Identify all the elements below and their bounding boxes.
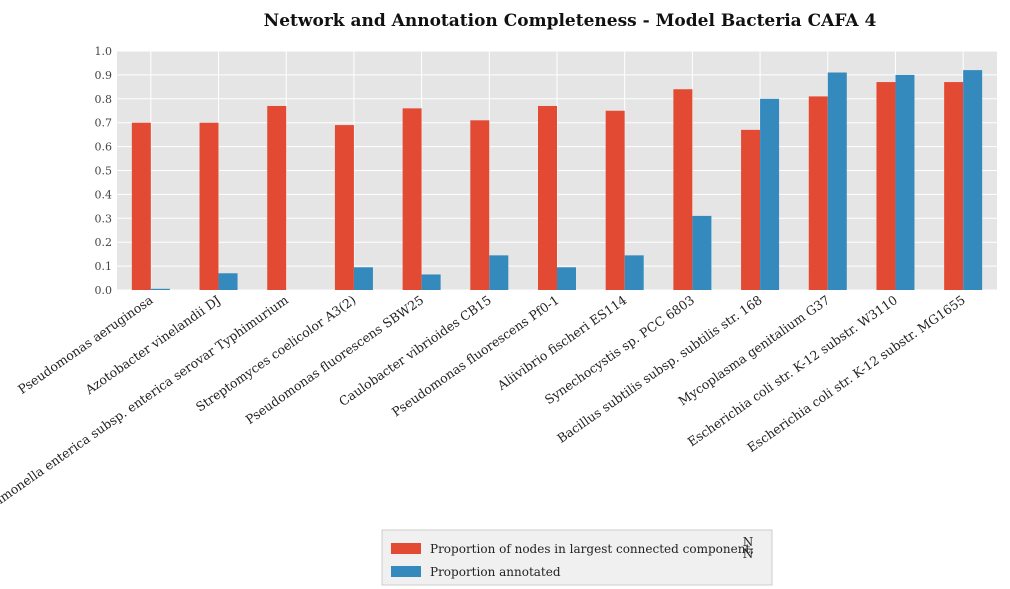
bar-annotated <box>489 255 509 290</box>
y-tick-label: 0.1 <box>95 260 113 273</box>
bar-annotated <box>760 98 780 290</box>
bar-connected-component <box>673 89 693 291</box>
bar-annotated <box>963 70 983 291</box>
bar-connected-component <box>944 82 964 290</box>
bar-annotated <box>624 255 644 290</box>
legend-fraction-denominator: N <box>743 547 754 561</box>
bar-annotated <box>827 72 847 290</box>
x-tick-label: Pseudomonas aeruginosa <box>15 292 156 397</box>
y-tick-label: 0.7 <box>95 117 113 130</box>
bars <box>131 70 983 291</box>
bar-annotated <box>421 274 441 290</box>
legend: Proportion of nodes in largest connected… <box>381 529 773 586</box>
bar-connected-component <box>267 105 287 290</box>
bar-annotated <box>150 288 170 290</box>
chart-title: Network and Annotation Completeness - Mo… <box>264 11 877 31</box>
legend-fraction-numerator: N <box>743 535 754 549</box>
bar-annotated <box>895 74 915 291</box>
bar-connected-component <box>808 96 828 290</box>
y-tick-label: 0.5 <box>95 165 113 178</box>
bar-annotated <box>218 273 238 290</box>
legend-swatch-annotated <box>391 566 421 577</box>
bar-connected-component <box>402 108 422 290</box>
y-tick-label: 0.8 <box>95 93 113 106</box>
bar-annotated <box>557 267 576 290</box>
y-tick-label: 0.9 <box>95 69 113 82</box>
bar-connected-component <box>470 120 490 290</box>
y-tick-label: 0.0 <box>95 284 113 297</box>
legend-swatch-nodes <box>391 543 421 554</box>
y-tick-label: 0.2 <box>95 236 113 249</box>
bar-connected-component <box>199 122 219 290</box>
bar-connected-component <box>741 129 761 290</box>
y-tick-label: 0.4 <box>95 188 113 201</box>
x-tick-label: Salmonella enterica subsp. enterica sero… <box>0 292 291 516</box>
bar-connected-component <box>131 122 151 290</box>
bar-connected-component <box>876 82 896 290</box>
bar-connected-component <box>605 110 625 290</box>
y-tick-label: 0.6 <box>95 141 113 154</box>
y-axis-ticks: 0.0 0.1 0.2 0.3 0.4 0.5 0.6 0.7 0.8 0.9 1.0 <box>95 45 113 297</box>
x-tick-label: Azotobacter vinelandii DJ <box>82 292 224 398</box>
bar-annotated <box>692 215 712 290</box>
y-tick-label: 1.0 <box>95 45 113 58</box>
bar-annotated <box>353 267 373 290</box>
legend-label-nodes: Proportion of nodes in largest connected… <box>430 542 754 556</box>
bar-connected-component <box>538 105 557 290</box>
bar-connected-component <box>334 125 354 290</box>
legend-box <box>381 529 773 586</box>
y-tick-label: 0.3 <box>95 212 113 225</box>
x-tick-label: Aliivibrio fischeri ES114 <box>494 292 630 393</box>
legend-label-annotated: Proportion annotated <box>430 565 561 579</box>
